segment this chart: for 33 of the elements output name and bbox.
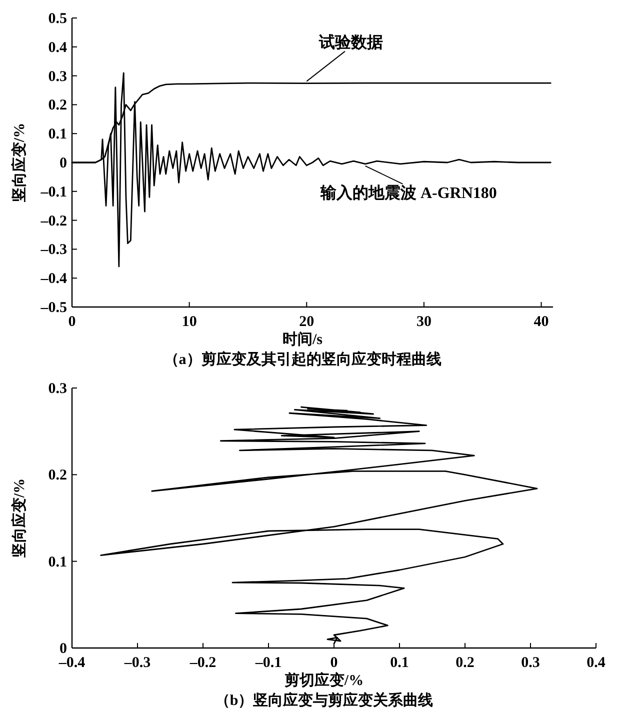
x-tick-label: –0.1 [254,655,282,671]
y-tick-label: 0 [60,156,67,172]
x-tick-label: 10 [182,314,197,330]
y-tick-label: –0.4 [40,271,68,288]
y-tick-label: –0.5 [40,300,67,316]
y-tick-label: –0.1 [40,184,67,200]
y-tick-label: 0.3 [48,381,67,397]
y-axis-title: 竖向应变/% [10,478,28,559]
x-tick-label: 0.4 [586,655,606,671]
y-tick-label: 0.5 [48,11,67,27]
y-axis-title: 竖向应变/% [10,122,28,204]
x-tick-label: 0 [330,655,338,671]
x-tick-label: –0.3 [123,655,151,671]
x-tick-label: 40 [534,314,549,330]
x-tick-label: –0.2 [188,655,216,671]
x-tick-label: 0.3 [521,655,540,671]
y-tick-label: 0.3 [48,68,67,85]
x-tick-label: 30 [416,314,432,330]
y-tick-label: 0 [60,641,67,657]
text: （a）剪应变及其引起的竖向应变时程曲线 [164,350,442,368]
y-tick-label: 0.4 [48,40,68,56]
y-tick-label: –0.2 [40,213,67,230]
x-tick-label: 20 [299,314,314,330]
y-tick-label: 0.2 [48,98,67,114]
text: （b）竖向应变与剪应变关系曲线 [214,691,434,709]
y-tick-label: 0.2 [48,468,67,484]
y-tick-label: 0.1 [48,554,67,570]
x-axis-title: 剪切应变/% [284,671,364,689]
y-tick-label: –0.3 [40,242,67,258]
x-tick-label: 0.1 [390,655,409,671]
x-tick-label: 0.2 [456,655,474,671]
x-axis-title: 时间/s [282,331,323,348]
y-tick-label: 0.1 [48,126,67,143]
